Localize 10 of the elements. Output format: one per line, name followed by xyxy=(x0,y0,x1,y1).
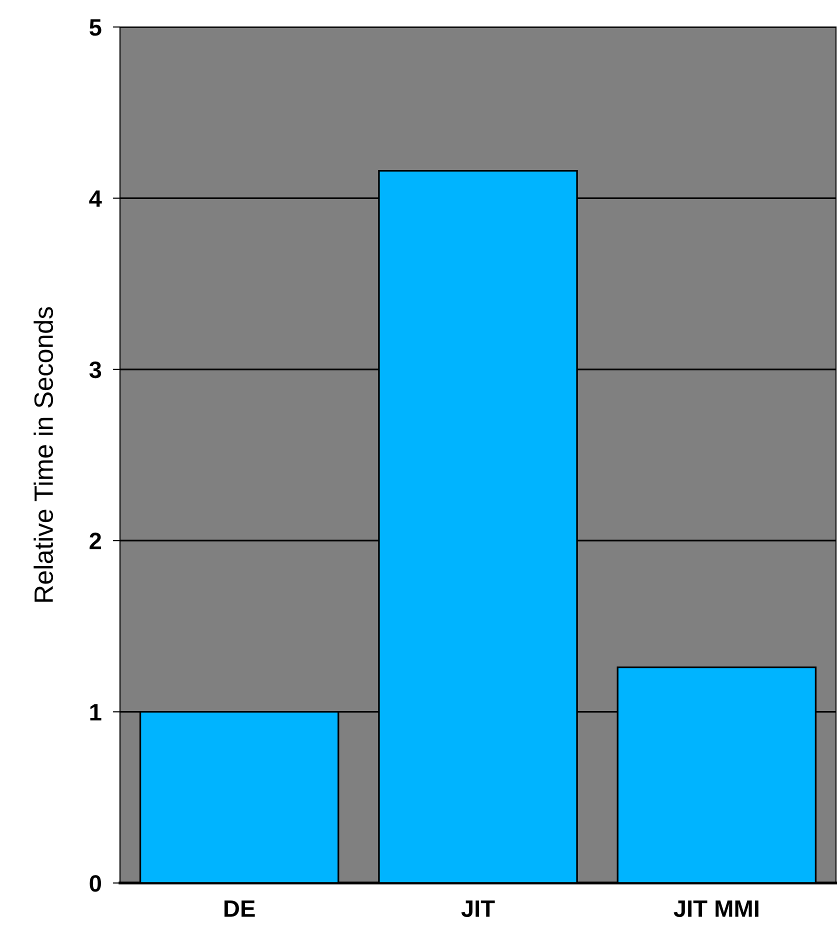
y-axis-title: Relative Time in Seconds xyxy=(34,307,54,602)
x-tick-label: DE xyxy=(224,900,255,917)
y-tick-label: 4 xyxy=(89,190,102,207)
x-tick-label: JIT xyxy=(461,900,495,918)
y-tick-label: 5 xyxy=(90,19,102,36)
y-tick-label: 3 xyxy=(89,361,102,378)
y-tick-label: 0 xyxy=(90,875,101,892)
y-tick-label: 2 xyxy=(90,532,101,550)
x-tick-label: JIT MMI xyxy=(674,900,758,918)
y-tick-label: 1 xyxy=(90,704,102,720)
